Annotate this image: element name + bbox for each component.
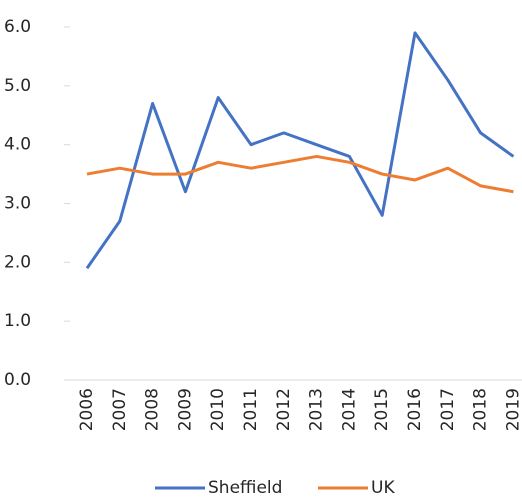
y-tick-label: 4.0 <box>4 135 31 155</box>
legend-label: Sheffield <box>208 478 282 498</box>
x-tick-label: 2010 <box>208 388 228 431</box>
x-tick-label: 2006 <box>77 388 97 431</box>
x-tick-label: 2011 <box>241 388 261 431</box>
x-tick-label: 2013 <box>307 388 327 431</box>
x-tick-label: 2015 <box>372 388 392 431</box>
y-tick-label: 5.0 <box>4 76 31 96</box>
x-tick-label: 2007 <box>110 388 130 431</box>
line-series <box>85 31 515 270</box>
y-tick-label: 0.0 <box>4 370 31 390</box>
x-tick-label: 2014 <box>339 388 359 431</box>
x-tick-label: 2019 <box>503 388 522 431</box>
x-tick-label: 2012 <box>274 388 294 431</box>
x-tick-label: 2017 <box>438 388 458 431</box>
x-tick-label: 2016 <box>405 388 425 431</box>
y-tick-label: 6.0 <box>4 17 31 37</box>
line-series <box>86 154 514 194</box>
x-tick-label: 2008 <box>143 388 163 431</box>
y-tick-label: 2.0 <box>4 252 31 272</box>
x-tick-label: 2009 <box>175 388 195 431</box>
y-tick-label: 1.0 <box>4 311 31 331</box>
legend-label: UK <box>371 478 395 498</box>
x-tick-label: 2018 <box>471 388 491 431</box>
y-tick-label: 3.0 <box>4 194 31 214</box>
